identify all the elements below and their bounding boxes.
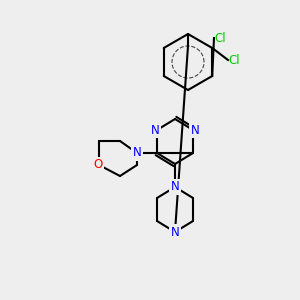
Text: N: N [151, 124, 159, 136]
Text: N: N [171, 181, 179, 194]
Text: Cl: Cl [228, 53, 240, 67]
Text: O: O [93, 158, 103, 172]
Text: N: N [133, 146, 141, 160]
Text: N: N [190, 124, 200, 136]
Text: N: N [171, 226, 179, 238]
Text: Cl: Cl [214, 32, 226, 44]
